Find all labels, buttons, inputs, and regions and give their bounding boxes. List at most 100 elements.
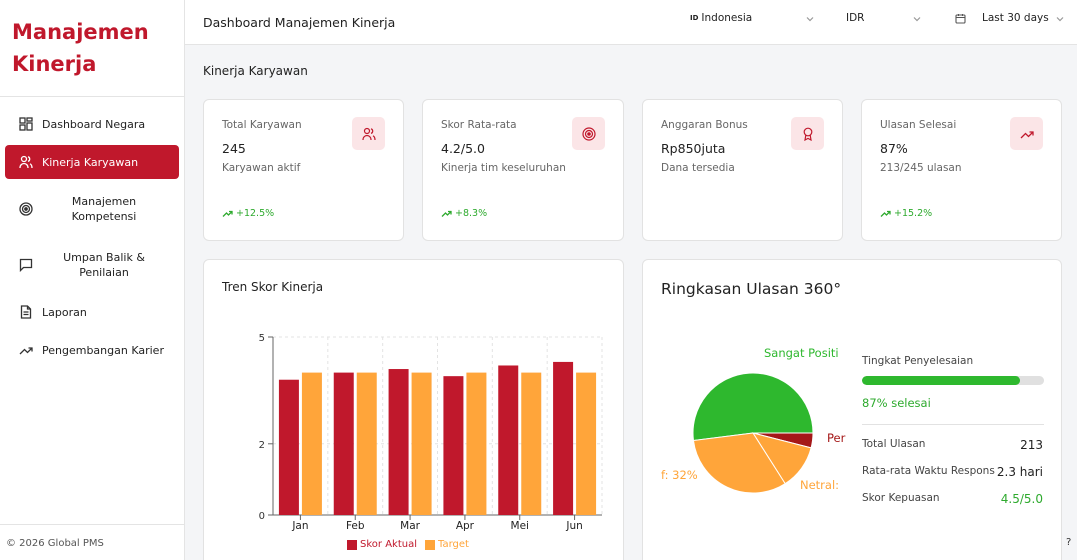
legend-swatch-actual: [347, 539, 357, 550]
y-tick-label: 2: [259, 440, 265, 451]
target-icon: [572, 117, 605, 150]
chart-title: Tren Skor Kinerja: [222, 280, 324, 294]
sidebar-item-umpan-balik[interactable]: Umpan Balik & Penilaian: [5, 239, 179, 291]
users-icon: [18, 154, 34, 170]
sidebar-item-label: Laporan: [42, 305, 87, 319]
legend-label-actual: Skor Aktual: [360, 539, 417, 550]
date-range-label: Last 30 days: [982, 12, 1049, 24]
kpi-value: Rp850juta: [661, 141, 726, 156]
review-summary-card: Ringkasan Ulasan 360° Sangat Positi Per Ne…: [642, 259, 1062, 560]
pie-chart: Sangat Positi Per Netral: f: 32%: [661, 346, 846, 494]
sidebar-item-pengembangan-karier[interactable]: Pengembangan Karier: [5, 333, 179, 367]
language-label: Indonesia: [701, 12, 753, 24]
sidebar-item-label: Pengembangan Karier: [42, 343, 164, 357]
brand-line-2: Kinerja: [12, 52, 97, 76]
x-tick-label: Mei: [511, 520, 529, 532]
sidebar-item-laporan[interactable]: Laporan: [5, 295, 179, 329]
sidebar-item-label: Manajemen Kompetensi: [71, 195, 137, 223]
kpi-label: Ulasan Selesai: [880, 119, 957, 131]
stat-label-total-ulasan: Total Ulasan: [862, 438, 926, 450]
completion-label: Tingkat Penyelesaian: [862, 355, 974, 367]
trending-up-icon: [222, 210, 233, 217]
kpi-trend: +12.5%: [222, 208, 274, 219]
sidebar: Manajemen Kinerja Dashboard Negara Kiner…: [0, 0, 185, 560]
stat-label-waktu-respons: Rata-rata Waktu Respons: [862, 465, 995, 477]
pie-slice-sangat-positif: [692, 372, 814, 442]
kpi-subtext: Dana tersedia: [661, 162, 735, 174]
message-icon: [18, 257, 34, 273]
help-icon[interactable]: ?: [1066, 537, 1072, 548]
kpi-label: Skor Rata-rata: [441, 119, 517, 131]
trending-up-icon: [18, 342, 34, 358]
date-range-select[interactable]: Last 30 days: [955, 12, 1073, 24]
bar-actual-jun: [553, 361, 574, 515]
x-tick-label: Jun: [565, 520, 582, 532]
sidebar-item-dashboard-negara[interactable]: Dashboard Negara: [5, 107, 179, 141]
flag-icon: ID: [690, 14, 699, 22]
trending-up-icon: [880, 210, 891, 217]
review-title: Ringkasan Ulasan 360°: [661, 280, 842, 298]
legend-swatch-target: [425, 539, 435, 550]
bar-target-mei: [521, 372, 542, 515]
brand-logo: Manajemen Kinerja: [0, 0, 184, 97]
bar-actual-apr: [443, 376, 464, 515]
bar-chart: 0 2 5 Jan Feb Mar Apr Mei Jun: [259, 333, 603, 532]
completion-progress-bar: [862, 376, 1044, 385]
kpi-trend-value: +15.2%: [894, 208, 933, 219]
kpi-card-anggaran-bonus: Anggaran Bonus Rp850juta Dana tersedia: [642, 99, 843, 241]
bar-target-jun: [576, 372, 597, 515]
language-select[interactable]: ID Indonesia: [690, 12, 815, 24]
y-tick-label: 5: [259, 333, 265, 344]
stat-label-skor-kepuasan: Skor Kepuasan: [862, 492, 940, 504]
top-header: Dashboard Manajemen Kinerja ID Indonesia…: [185, 0, 1077, 45]
pie-label-positif: f: 32%: [661, 468, 698, 482]
x-tick-label: Apr: [456, 520, 475, 532]
document-icon: [18, 304, 34, 320]
kpi-value: 87%: [880, 141, 908, 156]
kpi-subtext: 213/245 ulasan: [880, 162, 962, 174]
kpi-subtext: Kinerja tim keseluruhan: [441, 162, 566, 174]
users-icon: [352, 117, 385, 150]
bar-target-apr: [466, 372, 487, 515]
kpi-card-total-karyawan: Total Karyawan 245 Karyawan aktif +12.5%: [203, 99, 404, 241]
kpi-card-skor-rata-rata: Skor Rata-rata 4.2/5.0 Kinerja tim kesel…: [422, 99, 624, 241]
kpi-subtext: Karyawan aktif: [222, 162, 301, 174]
chevron-down-icon: [1055, 14, 1065, 27]
y-tick-label: 0: [259, 511, 265, 522]
kpi-value: 245: [222, 141, 246, 156]
kpi-trend: +15.2%: [880, 208, 932, 219]
sidebar-item-kinerja-karyawan[interactable]: Kinerja Karyawan: [5, 145, 179, 179]
sidebar-item-label: Umpan Balik & Penilaian: [63, 251, 145, 279]
brand-line-1: Manajemen: [12, 20, 149, 44]
bar-actual-feb: [333, 372, 354, 515]
sidebar-item-label: Kinerja Karyawan: [42, 155, 139, 169]
x-tick-label: Mar: [400, 520, 420, 532]
kpi-label: Total Karyawan: [222, 119, 302, 131]
bar-target-jan: [301, 372, 322, 515]
bar-actual-jan: [278, 379, 299, 515]
pie-label-sangat-positif: Sangat Positi: [764, 346, 839, 360]
completion-progress-fill: [862, 376, 1021, 385]
kpi-trend-value: +8.3%: [455, 208, 488, 219]
currency-select[interactable]: IDR: [846, 12, 926, 24]
pie-slice-positif: [692, 432, 786, 494]
sidebar-item-manajemen-kompetensi[interactable]: Manajemen Kompetensi: [5, 183, 179, 235]
chart-legend: Skor Aktual Target: [347, 539, 469, 550]
stat-value-waktu-respons: 2.3 hari: [996, 465, 1043, 479]
stat-value-skor-kepuasan: 4.5/5.0: [1000, 492, 1043, 506]
copyright-text: © 2026 Global PMS: [0, 524, 184, 560]
grid-icon: [18, 116, 34, 132]
chevron-down-icon: [805, 14, 815, 27]
x-tick-label: Feb: [346, 520, 365, 532]
section-title: Kinerja Karyawan: [203, 64, 308, 78]
kpi-card-ulasan-selesai: Ulasan Selesai 87% 213/245 ulasan +15.2%: [861, 99, 1062, 241]
kpi-trend-value: +12.5%: [236, 208, 275, 219]
kpi-trend: +8.3%: [441, 208, 487, 219]
bar-target-feb: [356, 372, 377, 515]
legend-label-target: Target: [438, 539, 469, 550]
trending-up-icon: [441, 210, 452, 217]
completion-text: 87% selesai: [862, 396, 931, 410]
trend-chart-card: Tren Skor Kinerja 0 2 5 Jan Feb Mar Apr Mei Jun …: [203, 259, 624, 560]
pie-label-netral: Netral:: [800, 478, 839, 492]
bar-actual-mei: [498, 365, 519, 515]
